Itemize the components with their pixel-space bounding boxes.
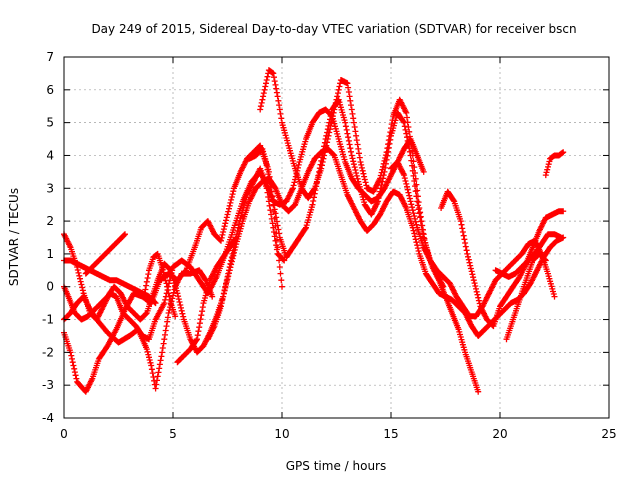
- y-tick-label: -1: [42, 313, 54, 327]
- y-tick-label: -3: [42, 378, 54, 392]
- y-axis-label: SDTVAR / TECUs: [7, 188, 21, 286]
- data-series: [388, 159, 558, 320]
- series-points: [82, 231, 128, 277]
- y-tick-label: -2: [42, 345, 54, 359]
- x-tick-label: 10: [274, 427, 289, 441]
- series-points: [204, 165, 288, 343]
- y-tick-label: 5: [46, 116, 54, 130]
- series-points: [542, 149, 567, 179]
- y-tick-labels: -4 -3 -2 -1 0 1 2 3 4 5 6 7: [42, 50, 54, 425]
- y-tick-label: 6: [46, 83, 54, 97]
- series-points: [141, 250, 179, 320]
- y-tick-label: 4: [46, 148, 54, 162]
- x-tick-label: 25: [601, 427, 616, 441]
- data-series: [204, 165, 288, 343]
- x-axis-label: GPS time / hours: [286, 459, 387, 473]
- data-series: [174, 234, 240, 366]
- x-tick-label: 20: [492, 427, 507, 441]
- plot-frame: [63, 56, 610, 419]
- x-tick-label: 5: [169, 427, 177, 441]
- data-marks: [61, 67, 567, 395]
- y-tick-label: -4: [42, 411, 54, 425]
- x-tick-labels: 0 5 10 15 20 25: [60, 427, 616, 441]
- data-series: [542, 149, 567, 179]
- axis-ticks: [63, 56, 610, 419]
- x-tick-label: 0: [60, 427, 68, 441]
- x-tick-label: 15: [383, 427, 398, 441]
- y-tick-label: 3: [46, 181, 54, 195]
- data-series: [141, 250, 179, 320]
- chart-title: Day 249 of 2015, Sidereal Day-to-day VTE…: [91, 22, 576, 36]
- grid-lines: [64, 57, 609, 418]
- y-tick-label: 7: [46, 50, 54, 64]
- series-points: [174, 234, 240, 366]
- y-tick-label: 0: [46, 280, 54, 294]
- data-series: [82, 231, 128, 277]
- y-tick-label: 2: [46, 214, 54, 228]
- series-points: [388, 159, 558, 320]
- y-tick-label: 1: [46, 247, 54, 261]
